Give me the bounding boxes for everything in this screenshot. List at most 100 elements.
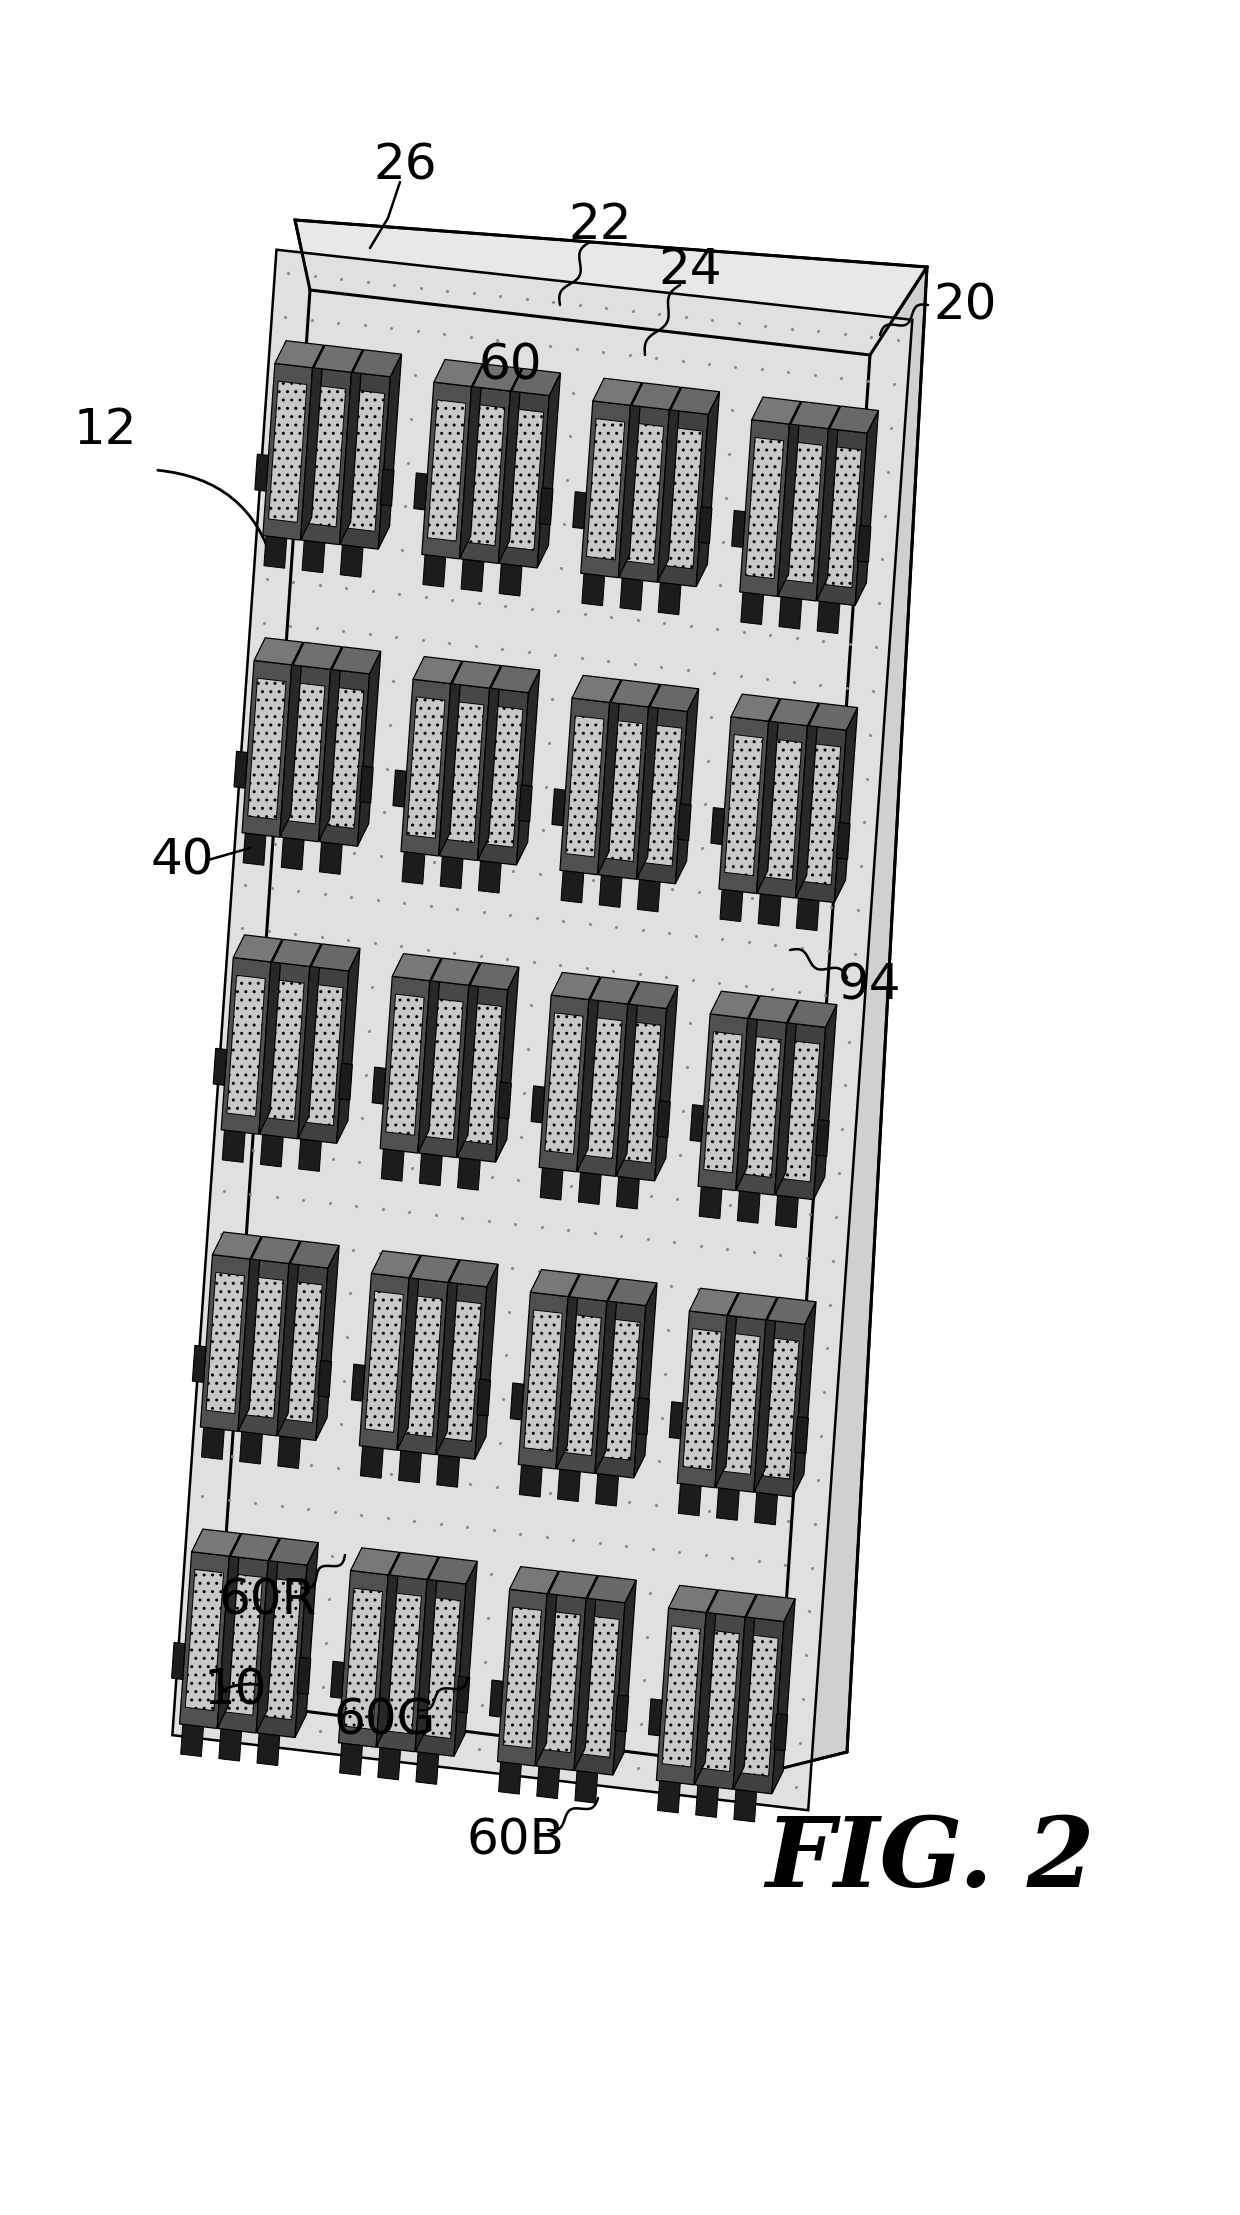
Text: 40: 40 bbox=[150, 835, 213, 884]
Polygon shape bbox=[601, 1318, 640, 1460]
Polygon shape bbox=[777, 401, 801, 596]
Text: 10: 10 bbox=[203, 1666, 267, 1714]
Polygon shape bbox=[440, 684, 490, 859]
Polygon shape bbox=[676, 689, 698, 884]
Polygon shape bbox=[698, 1014, 748, 1192]
Polygon shape bbox=[317, 1360, 331, 1398]
Polygon shape bbox=[548, 1570, 598, 1599]
Polygon shape bbox=[231, 1533, 279, 1562]
Polygon shape bbox=[746, 1595, 795, 1621]
Polygon shape bbox=[172, 250, 913, 1810]
Polygon shape bbox=[357, 651, 381, 846]
Polygon shape bbox=[257, 1537, 279, 1732]
Polygon shape bbox=[696, 1785, 718, 1816]
Polygon shape bbox=[779, 425, 828, 600]
Polygon shape bbox=[733, 1595, 756, 1790]
Polygon shape bbox=[665, 427, 703, 569]
Polygon shape bbox=[775, 1001, 797, 1196]
Text: 22: 22 bbox=[568, 202, 631, 248]
Polygon shape bbox=[372, 1251, 420, 1278]
Polygon shape bbox=[620, 405, 670, 583]
Polygon shape bbox=[575, 1772, 598, 1803]
Polygon shape bbox=[578, 1172, 601, 1205]
Polygon shape bbox=[402, 853, 425, 884]
Polygon shape bbox=[479, 862, 501, 893]
Polygon shape bbox=[299, 1139, 321, 1172]
Polygon shape bbox=[573, 492, 587, 529]
Polygon shape bbox=[461, 388, 511, 563]
Polygon shape bbox=[770, 698, 818, 727]
Polygon shape bbox=[740, 419, 790, 596]
Polygon shape bbox=[735, 997, 759, 1192]
Polygon shape bbox=[717, 1488, 739, 1519]
Polygon shape bbox=[796, 899, 820, 930]
Polygon shape bbox=[206, 1271, 244, 1413]
Polygon shape bbox=[835, 707, 858, 902]
Polygon shape bbox=[218, 1557, 268, 1732]
Polygon shape bbox=[381, 977, 430, 1154]
Polygon shape bbox=[252, 1236, 300, 1263]
Polygon shape bbox=[745, 436, 784, 578]
Polygon shape bbox=[303, 540, 325, 574]
Polygon shape bbox=[314, 346, 362, 372]
Polygon shape bbox=[233, 935, 283, 961]
Polygon shape bbox=[365, 1291, 403, 1433]
Polygon shape bbox=[295, 219, 928, 354]
Polygon shape bbox=[439, 660, 461, 855]
Text: 60G: 60G bbox=[334, 1697, 436, 1743]
Polygon shape bbox=[458, 986, 507, 1163]
Polygon shape bbox=[636, 1398, 650, 1435]
Polygon shape bbox=[556, 1274, 579, 1469]
Polygon shape bbox=[539, 995, 589, 1172]
Polygon shape bbox=[445, 702, 484, 842]
Polygon shape bbox=[629, 981, 678, 1008]
Polygon shape bbox=[263, 1579, 301, 1719]
Polygon shape bbox=[277, 1240, 300, 1435]
Polygon shape bbox=[278, 1263, 327, 1440]
Polygon shape bbox=[670, 1402, 683, 1440]
Polygon shape bbox=[345, 1588, 382, 1730]
Polygon shape bbox=[756, 698, 780, 893]
Polygon shape bbox=[454, 1562, 477, 1756]
Polygon shape bbox=[761, 1338, 799, 1480]
Polygon shape bbox=[525, 1309, 562, 1451]
Polygon shape bbox=[290, 1240, 339, 1269]
Polygon shape bbox=[593, 379, 641, 405]
Polygon shape bbox=[792, 1302, 816, 1497]
Polygon shape bbox=[389, 1553, 439, 1579]
Polygon shape bbox=[332, 647, 381, 673]
Polygon shape bbox=[711, 990, 759, 1019]
Polygon shape bbox=[817, 600, 839, 633]
Polygon shape bbox=[737, 1019, 786, 1196]
Polygon shape bbox=[410, 1256, 459, 1282]
Polygon shape bbox=[254, 638, 303, 664]
Polygon shape bbox=[320, 842, 342, 875]
Polygon shape bbox=[830, 405, 878, 434]
Polygon shape bbox=[644, 724, 682, 866]
Polygon shape bbox=[740, 591, 764, 625]
Polygon shape bbox=[301, 368, 351, 545]
Polygon shape bbox=[201, 1426, 224, 1460]
Polygon shape bbox=[787, 1001, 837, 1028]
Polygon shape bbox=[392, 955, 441, 981]
Polygon shape bbox=[498, 368, 522, 563]
Polygon shape bbox=[572, 676, 621, 702]
Polygon shape bbox=[222, 1130, 246, 1163]
Polygon shape bbox=[775, 268, 928, 1770]
Polygon shape bbox=[305, 983, 343, 1125]
Polygon shape bbox=[520, 1464, 542, 1497]
Polygon shape bbox=[423, 554, 445, 587]
Polygon shape bbox=[418, 959, 441, 1154]
Polygon shape bbox=[215, 290, 870, 1770]
Polygon shape bbox=[460, 363, 482, 558]
Polygon shape bbox=[422, 1597, 460, 1739]
Polygon shape bbox=[781, 1041, 820, 1183]
Polygon shape bbox=[598, 680, 621, 875]
Polygon shape bbox=[458, 1158, 480, 1189]
Polygon shape bbox=[257, 1734, 280, 1765]
Polygon shape bbox=[701, 1630, 739, 1772]
Polygon shape bbox=[212, 1232, 262, 1258]
Polygon shape bbox=[451, 660, 501, 689]
Polygon shape bbox=[221, 957, 270, 1134]
Polygon shape bbox=[587, 419, 625, 560]
